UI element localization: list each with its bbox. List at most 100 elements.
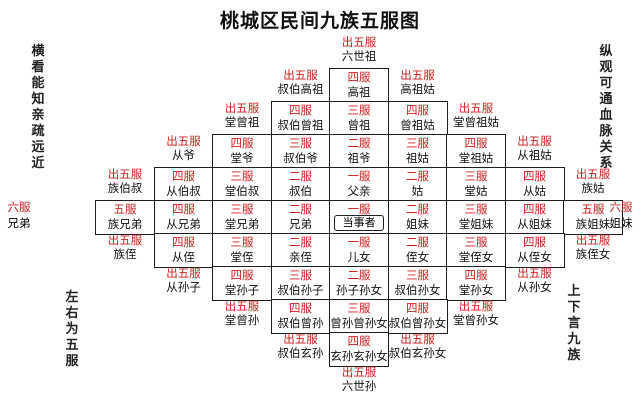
relation-label: 父亲 bbox=[347, 184, 371, 198]
relation-label: 高祖姑 bbox=[400, 82, 435, 96]
relation-label: 堂侄女 bbox=[458, 250, 494, 264]
mourning-grade: 四服 bbox=[406, 103, 429, 117]
mourning-grade: 三服 bbox=[230, 202, 254, 216]
kin-cell: 四服 从伯叔 bbox=[153, 167, 214, 202]
mourning-grade: 二服 bbox=[347, 136, 371, 150]
relation-label: 叔伯爷 bbox=[283, 151, 318, 165]
mourning-grade: 四服 bbox=[523, 235, 546, 249]
mourning-grade: 三服 bbox=[347, 301, 371, 315]
kin-cell: 四服 叔伯曾孙 bbox=[270, 299, 331, 334]
kin-cell: 三服 曾孙曾孙女 bbox=[329, 299, 389, 334]
mourning-grade: 四服 bbox=[406, 301, 429, 315]
mourning-grade: 二服 bbox=[289, 235, 312, 249]
mourning-grade: 四服 bbox=[172, 235, 195, 249]
relation-label: 从爷 bbox=[172, 148, 195, 162]
kin-cell: 三服 堂兄弟 bbox=[212, 200, 272, 235]
mourning-grade: 二服 bbox=[406, 202, 429, 216]
kin-cell: 四服 堂孙女 bbox=[446, 266, 506, 301]
relation-label: 堂兄弟 bbox=[224, 217, 260, 231]
relation-label: 堂姑 bbox=[464, 184, 488, 198]
kin-cell: 出五服 高祖姑 bbox=[388, 68, 448, 103]
kin-cell: 出五服 从爷 bbox=[154, 134, 214, 169]
mourning-grade: 一服 bbox=[347, 169, 371, 183]
mourning-grade: 四服 bbox=[523, 169, 546, 183]
mourning-grade: 四服 bbox=[347, 334, 371, 348]
kin-cell: 三服 叔伯孙子 bbox=[270, 266, 331, 301]
mourning-grade: 二服 bbox=[289, 169, 312, 183]
kin-cell: 三服 堂姑 bbox=[446, 167, 506, 202]
mourning-grade: 出五服 bbox=[283, 332, 318, 346]
kin-cell: 二服 兄弟 bbox=[270, 200, 331, 235]
relation-label: 从祖姑 bbox=[517, 148, 552, 162]
kin-cell: 二服 亲侄 bbox=[270, 233, 331, 268]
end-label-right: 六服 姐妹 bbox=[604, 201, 638, 230]
kin-cell: 二服 祖爷 bbox=[329, 134, 389, 169]
relation-label: 叔伯孙子 bbox=[277, 283, 324, 297]
relation-label: 曾祖 bbox=[347, 118, 371, 132]
relation-label: 叔伯孙女 bbox=[394, 283, 441, 297]
kin-cell: 出五服 族侄女 bbox=[563, 233, 623, 268]
mourning-grade: 三服 bbox=[347, 103, 371, 117]
kin-cell: 出五服 六世祖 bbox=[329, 35, 389, 70]
mourning-grade: 一服 bbox=[347, 202, 371, 216]
mourning-grade: 出五服 bbox=[224, 101, 260, 115]
relation-label: 兄弟 bbox=[7, 216, 31, 230]
relation-label: 族伯叔 bbox=[107, 181, 143, 195]
mourning-grade: 四服 bbox=[172, 202, 195, 216]
mourning-grade: 二服 bbox=[406, 169, 429, 183]
relation-label: 堂曾祖 bbox=[224, 115, 260, 129]
relation-label: 堂祖姑 bbox=[458, 151, 494, 165]
relation-label: 堂姐妹 bbox=[458, 217, 494, 231]
kin-cell: 出五服 堂曾祖 bbox=[212, 101, 272, 136]
mourning-grade: 二服 bbox=[289, 202, 312, 216]
relation-label: 从侄 bbox=[172, 250, 195, 264]
relation-label: 从孙子 bbox=[166, 280, 201, 294]
kin-cell: 二服 叔伯 bbox=[270, 167, 331, 202]
relation-label: 从姐妹 bbox=[517, 217, 552, 231]
mourning-grade: 出五服 bbox=[166, 134, 201, 148]
relation-label: 祖爷 bbox=[347, 151, 371, 165]
page-title: 桃城区民间九族五服图 bbox=[219, 10, 420, 32]
kin-cell: 四服 高祖 bbox=[329, 68, 389, 103]
relation-label: 曾孙曾孙女 bbox=[330, 316, 388, 330]
kin-cell: 出五服 叔伯高祖 bbox=[271, 68, 331, 103]
relation-label: 从侄女 bbox=[517, 250, 552, 264]
relation-label: 堂伯叔 bbox=[224, 184, 260, 198]
kin-cell: 出五服 从祖姑 bbox=[505, 134, 565, 169]
mourning-grade: 三服 bbox=[464, 235, 488, 249]
note-bottom-left: 左右为五服 bbox=[65, 290, 79, 369]
relation-label: 叔伯曾孙 bbox=[277, 316, 324, 330]
mourning-grade: 五服 bbox=[581, 202, 605, 216]
kin-cell: 三服 祖姑 bbox=[387, 134, 448, 169]
kin-cell: 出五服 叔伯玄孙女 bbox=[388, 332, 448, 367]
kin-cell: 四服 从姐妹 bbox=[504, 200, 565, 235]
mourning-grade: 六服 bbox=[7, 200, 31, 214]
relation-label: 玄孙玄孙女 bbox=[330, 349, 388, 363]
relation-label: 堂孙子 bbox=[224, 283, 260, 297]
relation-label: 亲侄 bbox=[289, 250, 312, 264]
relation-label: 从孙女 bbox=[517, 280, 552, 294]
kin-cell: 四服 从兄弟 bbox=[153, 200, 214, 235]
relation-label: 堂爷 bbox=[230, 151, 254, 165]
kin-cell: 出五服 堂曾祖姑 bbox=[446, 101, 506, 136]
kin-cell: 四服 从侄女 bbox=[504, 233, 565, 268]
mourning-grade: 四服 bbox=[172, 169, 195, 183]
kin-cell: 二服 侄女 bbox=[387, 233, 448, 268]
self-box: 当事者 bbox=[334, 215, 384, 231]
mourning-grade: 出五服 bbox=[341, 35, 377, 49]
mourning-grade: 出五服 bbox=[224, 299, 260, 313]
relation-label: 叔伯 bbox=[289, 184, 312, 198]
relation-label: 叔伯曾祖 bbox=[277, 118, 324, 132]
relation-label: 当事者 bbox=[342, 216, 376, 229]
kin-cell: 二服 孙子孙女 bbox=[329, 266, 389, 301]
kin-cell: 出五服 堂曾孙女 bbox=[446, 299, 506, 334]
relation-label: 兄弟 bbox=[289, 217, 312, 231]
mourning-grade: 三服 bbox=[289, 268, 312, 282]
relation-label: 从姑 bbox=[523, 184, 546, 198]
relation-label: 侄女 bbox=[406, 250, 429, 264]
relation-label: 族姑 bbox=[581, 181, 605, 195]
mourning-grade: 三服 bbox=[289, 136, 312, 150]
mourning-grade: 二服 bbox=[347, 268, 371, 282]
kin-cell: 三服 叔伯爷 bbox=[270, 134, 331, 169]
